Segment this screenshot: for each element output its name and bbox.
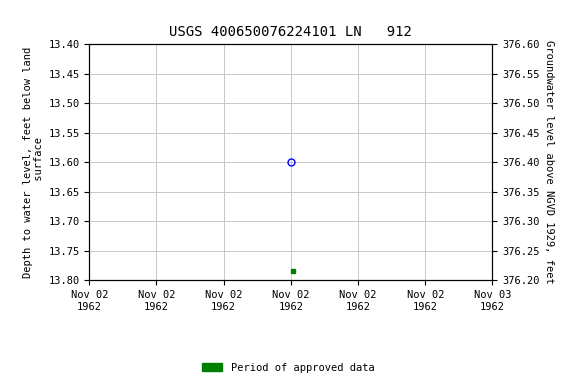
Y-axis label: Groundwater level above NGVD 1929, feet: Groundwater level above NGVD 1929, feet	[544, 40, 554, 284]
Y-axis label: Depth to water level, feet below land
 surface: Depth to water level, feet below land su…	[22, 46, 44, 278]
Legend: Period of approved data: Period of approved data	[198, 359, 378, 377]
Title: USGS 400650076224101 LN   912: USGS 400650076224101 LN 912	[169, 25, 412, 39]
